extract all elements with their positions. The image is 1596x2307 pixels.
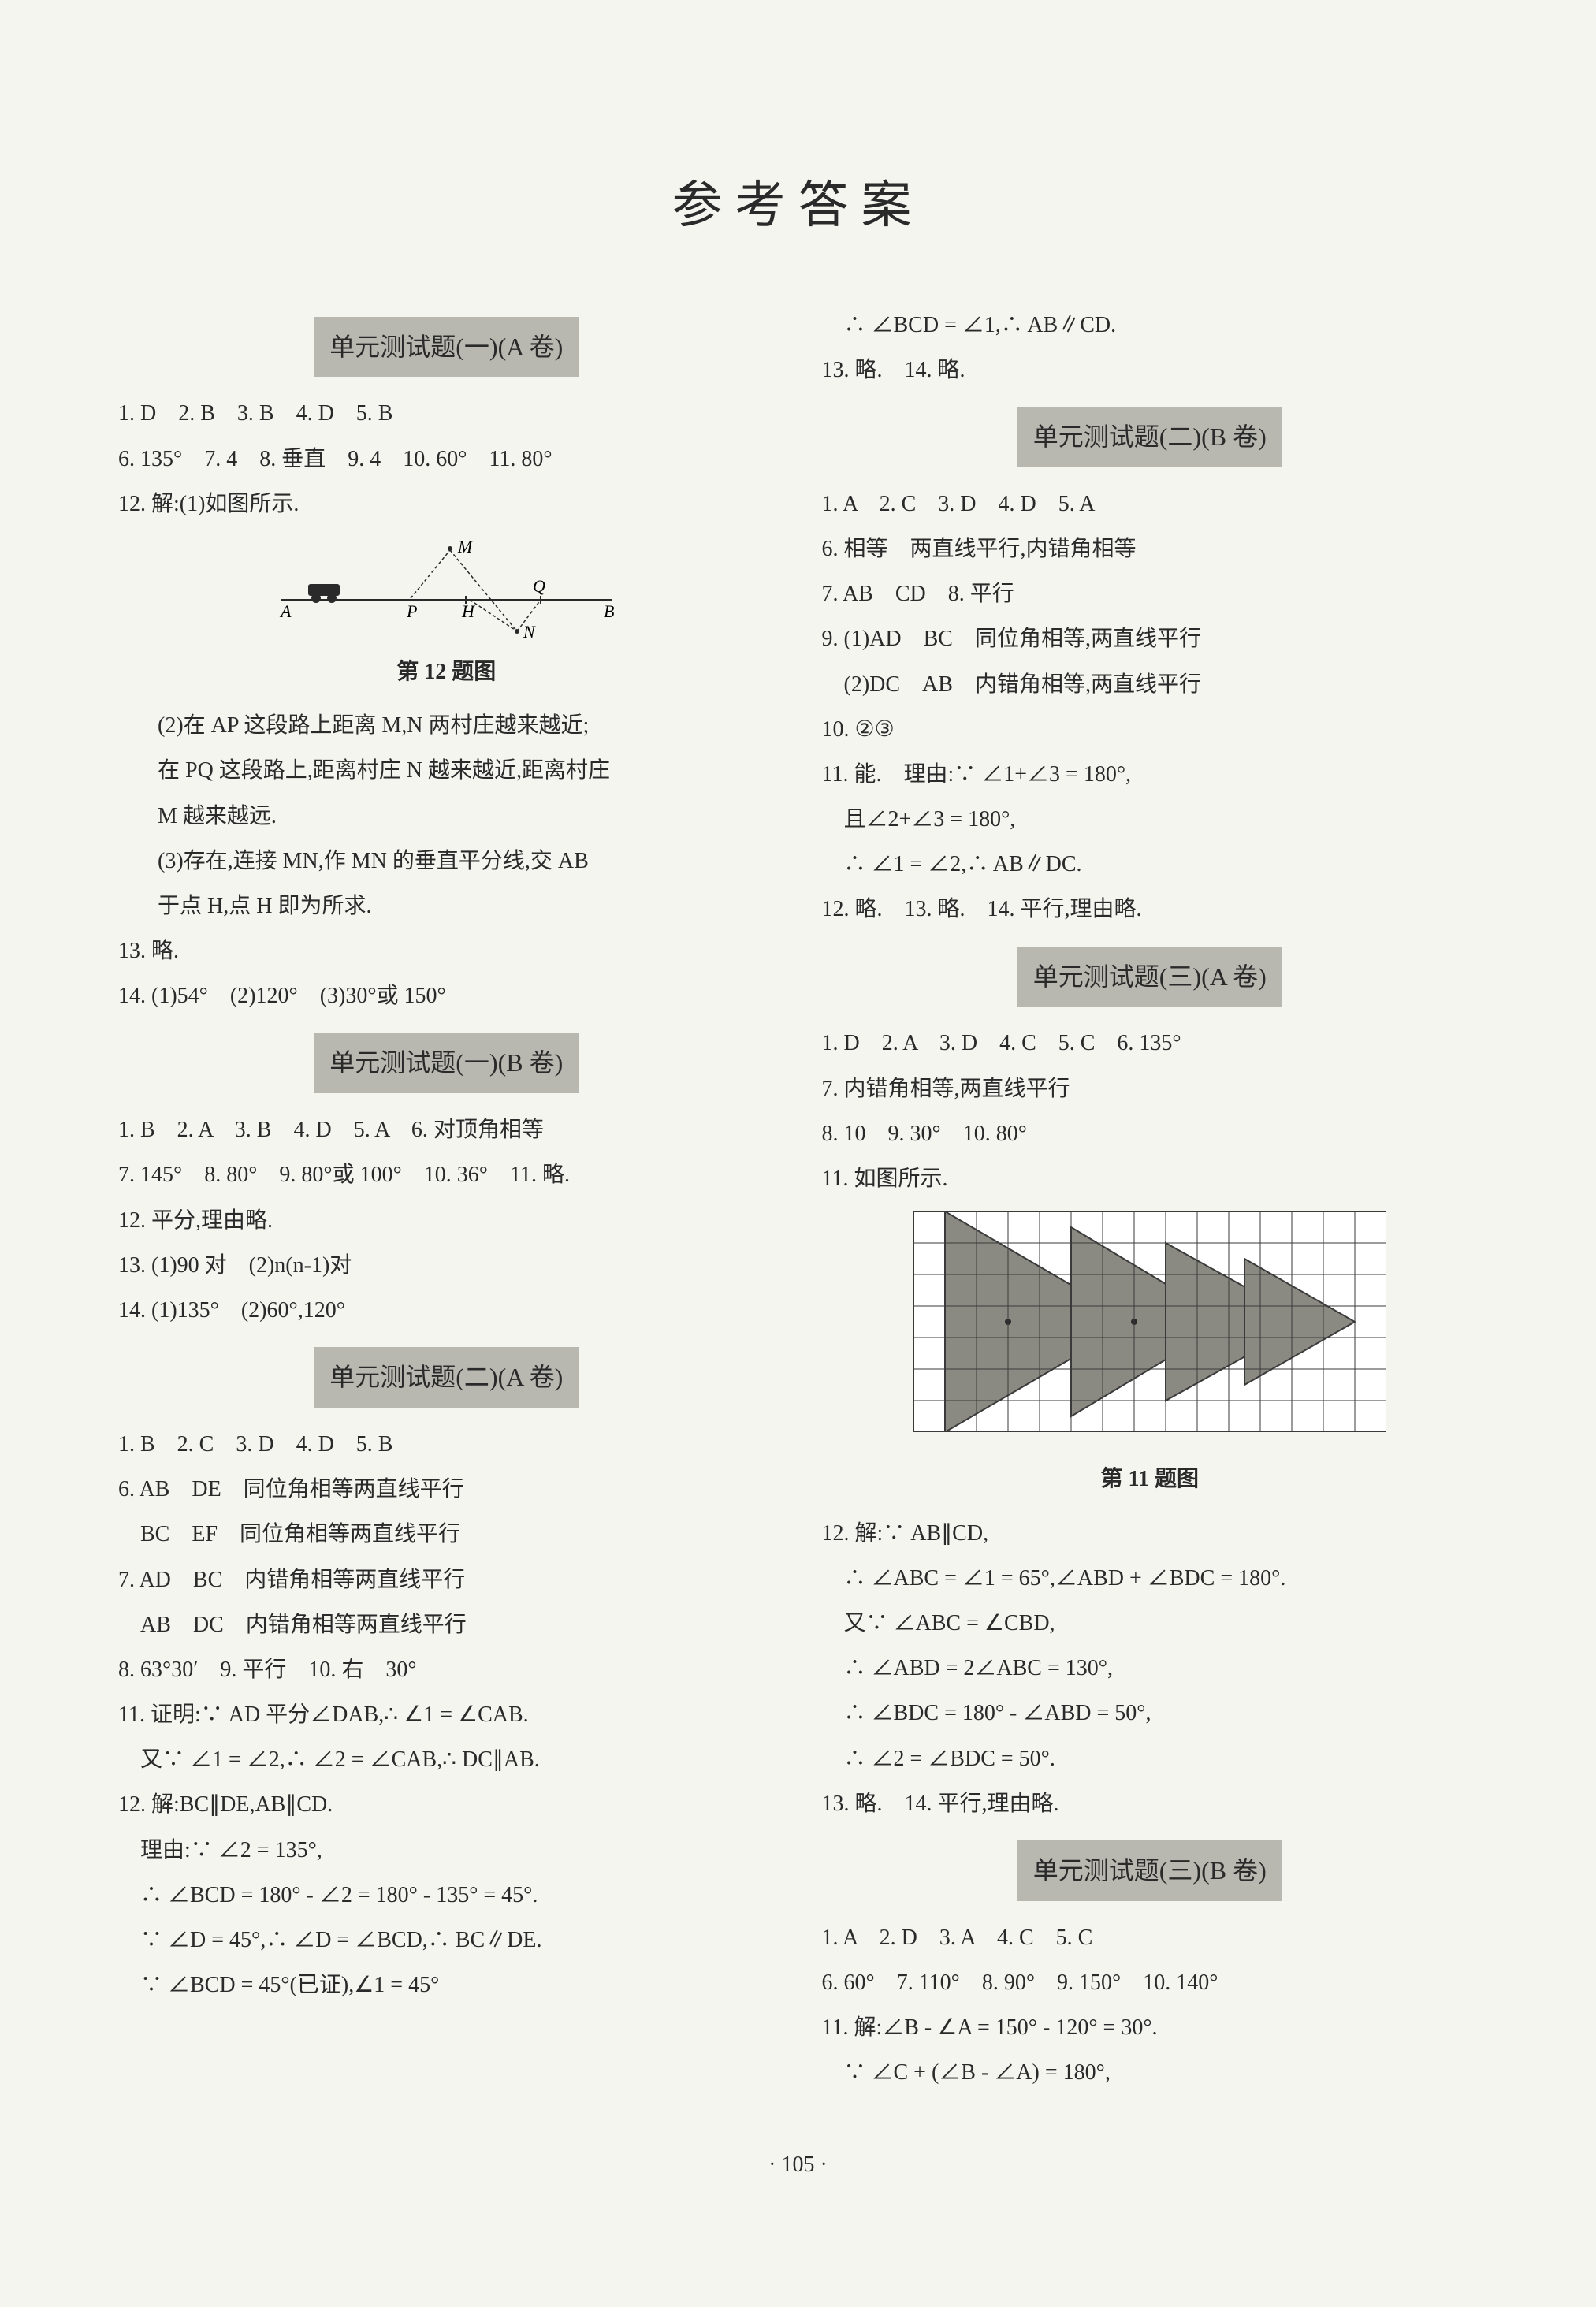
answer-line: 12. 平分,理由略. xyxy=(118,1200,775,1241)
answer-line: 13. 略. 14. 平行,理由略. xyxy=(822,1783,1479,1825)
section-header-1b: 单元测试题(一)(B 卷) xyxy=(314,1033,579,1093)
svg-text:N: N xyxy=(523,622,536,639)
answer-line: 12. 解:BC∥DE,AB∥CD. xyxy=(118,1784,775,1825)
answer-line: 又∵ ∠1 = ∠2,∴ ∠2 = ∠CAB,∴ DC∥AB. xyxy=(118,1739,775,1780)
answer-line: ∵ ∠D = 45°,∴ ∠D = ∠BCD,∴ BC∥DE. xyxy=(118,1919,775,1961)
answer-line: 6. 相等 两直线平行,内错角相等 xyxy=(822,528,1479,570)
section-header-1a: 单元测试题(一)(A 卷) xyxy=(314,317,579,378)
answer-line: 11. 能. 理由:∵ ∠1+∠3 = 180°, xyxy=(822,753,1479,795)
answer-line: 1. B 2. A 3. B 4. D 5. A 6. 对顶角相等 xyxy=(118,1109,775,1151)
answer-line: 7. 145° 8. 80° 9. 80°或 100° 10. 36° 11. … xyxy=(118,1154,775,1196)
answer-line: 14. (1)54° (2)120° (3)30°或 150° xyxy=(118,975,775,1017)
answer-line: 12. 略. 13. 略. 14. 平行,理由略. xyxy=(822,888,1479,930)
answer-line: 7. 内错角相等,两直线平行 xyxy=(822,1068,1479,1110)
answer-line: 12. 解:(1)如图所示. xyxy=(118,483,775,525)
answer-line: ∴ ∠BCD = ∠1,∴ AB∥CD. xyxy=(822,304,1479,346)
answer-line: 13. 略. 14. 略. xyxy=(822,349,1479,391)
answer-line: 1. D 2. A 3. D 4. C 5. C 6. 135° xyxy=(822,1022,1479,1064)
answer-line: 8. 63°30′ 9. 平行 10. 右 30° xyxy=(118,1649,775,1691)
answer-line: ∴ ∠ABD = 2∠ABC = 130°, xyxy=(822,1647,1479,1689)
svg-text:M: M xyxy=(457,537,474,556)
answer-line: BC EF 同位角相等两直线平行 xyxy=(118,1513,775,1555)
answer-line: 6. 135° 7. 4 8. 垂直 9. 4 10. 60° 11. 80° xyxy=(118,438,775,480)
figure-caption: 第 11 题图 xyxy=(822,1458,1479,1500)
answer-line: 11. 如图所示. xyxy=(822,1158,1479,1200)
answer-line: 7. AD BC 内错角相等两直线平行 xyxy=(118,1559,775,1601)
answer-line: M 越来越远. xyxy=(118,795,775,837)
left-column: 单元测试题(一)(A 卷) 1. D 2. B 3. B 4. D 5. B 6… xyxy=(118,301,775,2097)
right-column: ∴ ∠BCD = ∠1,∴ AB∥CD. 13. 略. 14. 略. 单元测试题… xyxy=(822,301,1479,2097)
section-header-2a: 单元测试题(二)(A 卷) xyxy=(314,1347,579,1408)
answer-line: 9. (1)AD BC 同位角相等,两直线平行 xyxy=(822,618,1479,660)
answer-line: ∵ ∠BCD = 45°(已证),∠1 = 45° xyxy=(118,1964,775,2006)
section-header-3b: 单元测试题(三)(B 卷) xyxy=(1017,1840,1282,1901)
section-header-3a: 单元测试题(三)(A 卷) xyxy=(1017,947,1282,1007)
answer-line: ∴ ∠ABC = ∠1 = 65°,∠ABD + ∠BDC = 180°. xyxy=(822,1557,1479,1599)
answer-line: 于点 H,点 H 即为所求. xyxy=(118,885,775,927)
content-columns: 单元测试题(一)(A 卷) 1. D 2. B 3. B 4. D 5. B 6… xyxy=(118,301,1478,2097)
answer-line: (2)DC AB 内错角相等,两直线平行 xyxy=(822,664,1479,705)
section-header-2b: 单元测试题(二)(B 卷) xyxy=(1017,407,1282,467)
answer-line: 10. ②③ xyxy=(822,709,1479,750)
page-title: 参考答案 xyxy=(118,158,1478,254)
answer-line: 8. 10 9. 30° 10. 80° xyxy=(822,1113,1479,1155)
answer-line: ∴ ∠BDC = 180° - ∠ABD = 50°, xyxy=(822,1692,1479,1734)
answer-line: ∴ ∠1 = ∠2,∴ AB∥DC. xyxy=(822,843,1479,885)
answer-line: AB DC 内错角相等两直线平行 xyxy=(118,1604,775,1646)
svg-text:P: P xyxy=(406,601,417,621)
svg-text:B: B xyxy=(604,601,614,621)
figure-q12: A P H B M N Q xyxy=(118,537,775,693)
answer-line: 6. 60° 7. 110° 8. 90° 9. 150° 10. 140° xyxy=(822,1962,1479,2004)
answer-line: 13. 略. xyxy=(118,930,775,972)
answer-line: ∴ ∠2 = ∠BDC = 50°. xyxy=(822,1738,1479,1780)
answer-line: 理由:∵ ∠2 = 135°, xyxy=(118,1829,775,1871)
answer-line: 11. 解:∠B - ∠A = 150° - 120° = 30°. xyxy=(822,2007,1479,2048)
answer-line: 在 PQ 这段路上,距离村庄 N 越来越近,距离村庄 xyxy=(118,750,775,791)
answer-line: 13. (1)90 对 (2)n(n-1)对 xyxy=(118,1245,775,1286)
answer-line: 11. 证明:∵ AD 平分∠DAB,∴ ∠1 = ∠CAB. xyxy=(118,1694,775,1736)
answer-line: 6. AB DE 同位角相等两直线平行 xyxy=(118,1468,775,1510)
figure-caption: 第 12 题图 xyxy=(118,651,775,693)
answer-line: 且∠2+∠3 = 180°, xyxy=(822,798,1479,840)
answer-line: 1. D 2. B 3. B 4. D 5. B xyxy=(118,393,775,434)
answer-line: ∵ ∠C + (∠B - ∠A) = 180°, xyxy=(822,2052,1479,2093)
answer-line: 1. A 2. D 3. A 4. C 5. C xyxy=(822,1917,1479,1959)
answer-line: 12. 解:∵ AB∥CD, xyxy=(822,1513,1479,1554)
answer-line: 1. B 2. C 3. D 4. D 5. B xyxy=(118,1423,775,1465)
answer-line: 1. A 2. C 3. D 4. D 5. A xyxy=(822,483,1479,525)
svg-text:Q: Q xyxy=(533,576,545,596)
answer-line: (2)在 AP 这段路上距离 M,N 两村庄越来越近; xyxy=(118,705,775,746)
answer-line: 7. AB CD 8. 平行 xyxy=(822,573,1479,615)
answer-line: 又∵ ∠ABC = ∠CBD, xyxy=(822,1602,1479,1644)
svg-text:H: H xyxy=(461,601,475,621)
svg-text:A: A xyxy=(279,601,292,621)
answer-line: ∴ ∠BCD = 180° - ∠2 = 180° - 135° = 45°. xyxy=(118,1874,775,1916)
answer-line: (3)存在,连接 MN,作 MN 的垂直平分线,交 AB xyxy=(118,840,775,882)
figure-q11: 第 11 题图 xyxy=(822,1211,1479,1500)
answer-line: 14. (1)135° (2)60°,120° xyxy=(118,1289,775,1331)
page-number: · 105 · xyxy=(118,2144,1478,2186)
